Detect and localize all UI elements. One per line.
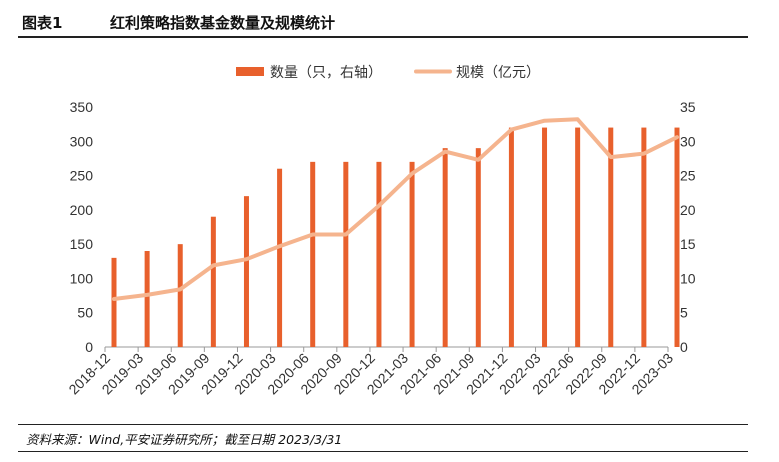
- bar: [243, 196, 249, 347]
- y-right-tick-label: 10: [680, 270, 696, 286]
- bar-series: [111, 127, 680, 347]
- line-point: [178, 287, 182, 291]
- axes: [104, 346, 669, 352]
- bar: [376, 161, 382, 347]
- y-left-tick-label: 350: [70, 99, 94, 115]
- y-right-tick-label: 5: [680, 305, 688, 321]
- bar: [343, 161, 349, 347]
- bar: [442, 148, 448, 347]
- y-left-tick-label: 250: [70, 168, 94, 184]
- line-point: [112, 297, 116, 301]
- bar: [641, 127, 647, 347]
- line-point: [675, 135, 679, 139]
- y-left-tick-label: 200: [70, 202, 94, 218]
- y-left-tick-label: 50: [77, 305, 93, 321]
- source-footer: 资料来源：Wind,平安证券研究所；截至日期 2023/3/31: [18, 424, 748, 452]
- bar: [575, 127, 581, 347]
- line-point: [443, 150, 447, 154]
- bar: [475, 148, 481, 347]
- line-point: [410, 172, 414, 176]
- bar: [111, 257, 117, 347]
- source-note: 资料来源：Wind,平安证券研究所；截至日期 2023/3/31: [26, 432, 343, 447]
- y-left-tick-label: 100: [70, 270, 94, 286]
- line-point: [642, 152, 646, 156]
- line-point: [311, 233, 315, 237]
- bar: [409, 161, 415, 347]
- line-point: [509, 128, 513, 132]
- scale-line: [112, 117, 679, 301]
- line-point: [278, 244, 282, 248]
- legend-label-scale: 规模（亿元）: [456, 65, 540, 81]
- y-left-tick-label: 0: [85, 339, 93, 355]
- bar: [277, 168, 283, 347]
- y-right-tick-label: 25: [680, 168, 696, 184]
- bar: [508, 127, 514, 347]
- legend-swatch-count: [236, 67, 264, 76]
- y-left-tick-label: 150: [70, 236, 94, 252]
- y-left-tick-label: 300: [70, 133, 94, 149]
- bar: [310, 161, 316, 347]
- line-point: [244, 257, 248, 261]
- bar: [674, 127, 680, 347]
- y-right-tick-label: 20: [680, 202, 696, 218]
- line-point: [576, 117, 580, 121]
- y-right-tick-label: 35: [680, 99, 696, 115]
- line-point: [543, 119, 547, 123]
- y-right-tick-label: 15: [680, 236, 696, 252]
- bar: [210, 216, 216, 347]
- line-point: [377, 204, 381, 208]
- y-right-tick-label: 0: [680, 339, 688, 355]
- bar: [542, 127, 548, 347]
- line-point: [476, 158, 480, 162]
- bar: [608, 127, 614, 347]
- figure-header: 图表1 红利策略指数基金数量及规模统计: [18, 8, 748, 38]
- line-point: [145, 293, 149, 297]
- legend: 数量（只，右轴） 规模（亿元）: [236, 65, 540, 81]
- bar: [177, 244, 183, 347]
- line-point: [211, 263, 215, 267]
- figure-title: 红利策略指数基金数量及规模统计: [110, 14, 336, 32]
- bar: [144, 251, 150, 347]
- figure-label: 图表1: [22, 14, 63, 32]
- legend-label-count: 数量（只，右轴）: [270, 65, 382, 81]
- line-series: [112, 117, 679, 301]
- line-point: [344, 233, 348, 237]
- line-point: [609, 155, 613, 159]
- y-right-tick-label: 30: [680, 133, 696, 149]
